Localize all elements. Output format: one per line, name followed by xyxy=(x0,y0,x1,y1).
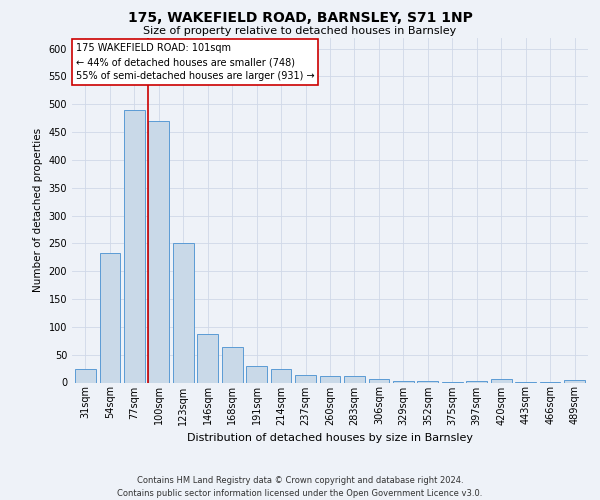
Bar xyxy=(197,334,218,382)
Bar xyxy=(222,348,242,382)
Bar xyxy=(246,366,267,382)
Bar xyxy=(124,110,145,382)
Bar xyxy=(491,379,512,382)
Bar xyxy=(100,253,120,382)
Bar xyxy=(75,368,96,382)
Bar xyxy=(271,369,292,382)
Bar xyxy=(368,379,389,382)
Bar xyxy=(320,376,340,382)
Bar xyxy=(344,376,365,382)
Y-axis label: Number of detached properties: Number of detached properties xyxy=(33,128,43,292)
X-axis label: Distribution of detached houses by size in Barnsley: Distribution of detached houses by size … xyxy=(187,433,473,443)
Bar xyxy=(173,244,194,382)
Bar xyxy=(564,380,585,382)
Text: 175 WAKEFIELD ROAD: 101sqm
← 44% of detached houses are smaller (748)
55% of sem: 175 WAKEFIELD ROAD: 101sqm ← 44% of deta… xyxy=(76,43,314,81)
Bar xyxy=(295,374,316,382)
Text: Contains HM Land Registry data © Crown copyright and database right 2024.
Contai: Contains HM Land Registry data © Crown c… xyxy=(118,476,482,498)
Text: Size of property relative to detached houses in Barnsley: Size of property relative to detached ho… xyxy=(143,26,457,36)
Bar xyxy=(148,121,169,382)
Text: 175, WAKEFIELD ROAD, BARNSLEY, S71 1NP: 175, WAKEFIELD ROAD, BARNSLEY, S71 1NP xyxy=(128,11,472,25)
